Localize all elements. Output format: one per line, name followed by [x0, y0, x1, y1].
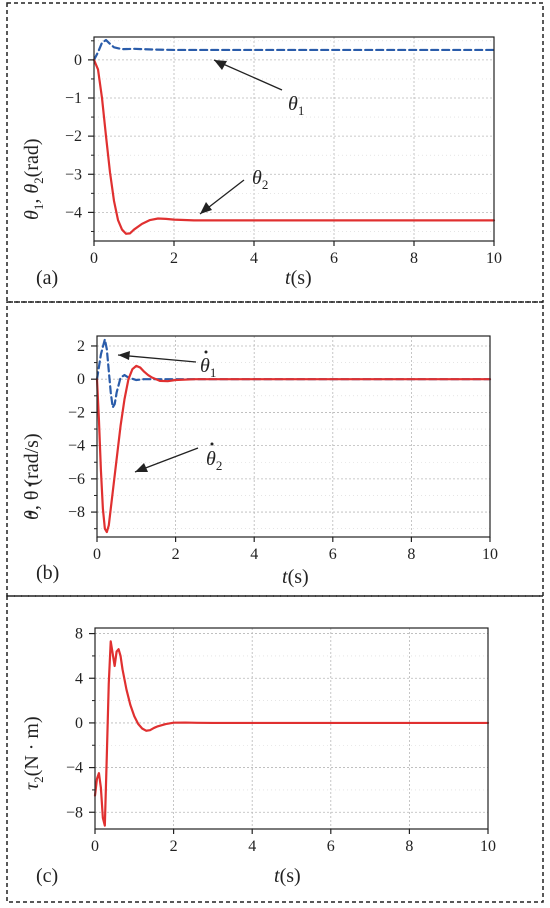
- panel-a-ytick-label: −1: [65, 90, 82, 107]
- panel-b-ytick-label: −8: [68, 504, 85, 521]
- panel-c-ytick-label: 4: [75, 670, 83, 687]
- panel-c-xtick-label: 2: [170, 838, 178, 855]
- panel-a-arrowhead-theta2: [200, 202, 212, 214]
- panel-b-xtick-label: 10: [482, 546, 498, 563]
- panel-b-ylabel-dot-1: [28, 512, 32, 516]
- panel-b-axes-frame: [96, 335, 491, 538]
- panel-b-anno-theta2-dot: [210, 442, 214, 446]
- panel-c-ytick-label: −8: [66, 804, 83, 821]
- panel-c-ylabel: τ2(N · m): [21, 716, 46, 790]
- panel-a-xtick-label: 8: [410, 250, 418, 267]
- panel-a-arrow-theta1: [213, 59, 283, 91]
- panel-c-xtick-label: 10: [480, 838, 496, 855]
- panel-b-ylabel: θ, θ (rad/s): [21, 433, 43, 520]
- panel-a-frame: [6, 2, 544, 303]
- panel-a: 0 2 4 6 8 10 0 −1 −2 −3 −4 (a) t(s) θ1, θ2(rad) θ1…: [21, 36, 502, 289]
- panel-a-xlabel: t(s): [285, 267, 312, 289]
- panel-b-arrow-theta1: [117, 354, 197, 363]
- panel-b-xtick-label: 2: [172, 546, 180, 563]
- panel-c: 0 2 4 6 8 10 8 4 0 −4 −8 (c) t(s) τ2(N · m): [21, 626, 496, 887]
- panel-b-series-2-line: [95, 364, 492, 534]
- panel-b-xtick-label: 8: [407, 546, 415, 563]
- panel-a-ytick-label: −2: [65, 128, 82, 145]
- panel-b-frame: [6, 301, 544, 597]
- panel-a-axes-frame: [93, 36, 495, 242]
- panel-a-xtick-label: 6: [330, 250, 338, 267]
- panel-c-xtick-label: 8: [405, 838, 413, 855]
- panel-a-ylabel: θ1, θ2(rad): [21, 138, 46, 220]
- panel-c-ytick-label: 8: [75, 626, 83, 643]
- panel-c-label: (c): [36, 865, 58, 887]
- panel-b-series-1-line: [95, 338, 492, 409]
- panel-c-axes-frame: [94, 627, 489, 830]
- panel-b-ytick-label: −2: [68, 404, 85, 421]
- panel-c-xlabel: t(s): [274, 865, 301, 887]
- panel-a-label: (a): [36, 267, 58, 289]
- panel-b-anno-theta2: θ2: [206, 448, 222, 473]
- panel-b-ytick-label: −4: [68, 438, 85, 455]
- panel-b-xtick-label: 0: [93, 546, 101, 563]
- panel-a-arrowhead-theta1: [214, 60, 227, 70]
- panel-b-arrowhead-theta1: [118, 351, 130, 360]
- panel-b-xtick-label: 4: [250, 546, 258, 563]
- panel-c-xtick-label: 6: [327, 838, 335, 855]
- panel-a-xtick-label: 0: [90, 250, 98, 267]
- panel-a-series-1-line: [92, 38, 496, 61]
- panel-c-xtick-label: 4: [248, 838, 256, 855]
- panel-b-xlabel: t(s): [282, 566, 309, 588]
- panel-c-xtick-label: 0: [91, 838, 99, 855]
- panel-a-xtick-label: 4: [250, 250, 258, 267]
- panel-a-ytick-label: −4: [65, 204, 82, 221]
- panel-a-anno-theta2: θ2: [252, 167, 268, 192]
- panel-a-series-2-line: [92, 58, 496, 235]
- panel-a-ytick-label: 0: [74, 52, 82, 69]
- panel-c-ytick-label: −4: [66, 760, 83, 777]
- panel-a-xtick-label: 10: [486, 250, 502, 267]
- panel-a-ytick-label: −3: [65, 166, 82, 183]
- panel-b-label: (b): [36, 562, 59, 584]
- panel-b-arrowhead-theta2: [135, 463, 148, 472]
- panel-c-frame: [6, 595, 544, 903]
- panel-a-anno-theta1: θ1: [288, 93, 304, 118]
- panel-b-ytick-label: 0: [77, 371, 85, 388]
- panel-b-ylabel-dot-2: [28, 483, 32, 487]
- panel-a-xtick-label: 2: [170, 250, 178, 267]
- panel-c-ytick-label: 0: [75, 715, 83, 732]
- panel-b-ytick-label: 2: [77, 338, 85, 355]
- panel-c-series-1-line: [93, 640, 490, 827]
- panel-b-ytick-label: −6: [68, 471, 85, 488]
- panel-b-xtick-label: 6: [329, 546, 337, 563]
- panel-b-anno-theta1-dot: [204, 350, 208, 354]
- panel-b-anno-theta1: θ1: [200, 355, 216, 380]
